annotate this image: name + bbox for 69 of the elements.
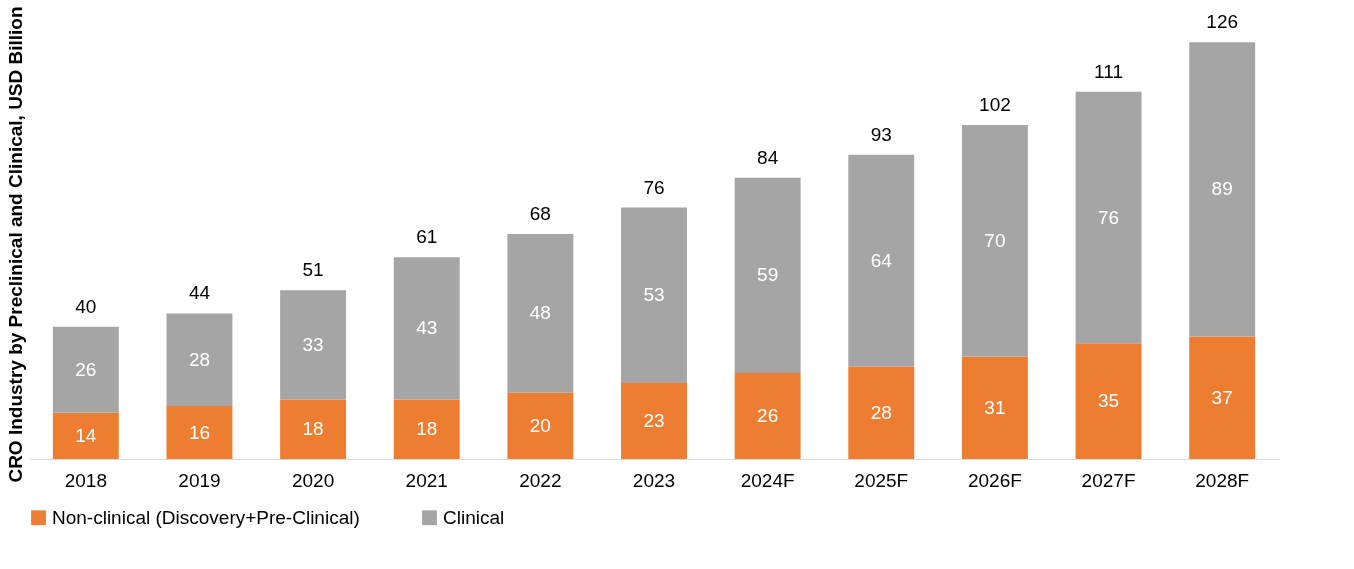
bar — [961, 356, 1028, 459]
bar — [52, 326, 119, 413]
bar — [1189, 336, 1256, 459]
total-label: 111 — [1094, 60, 1123, 82]
data-label: 70 — [984, 229, 1006, 251]
x-tick-label: 2026F — [967, 469, 1022, 491]
x-tick-label: 2024F — [740, 469, 795, 491]
x-tick-label: 2018 — [64, 469, 107, 491]
data-label: 26 — [757, 405, 779, 426]
total-label: 61 — [416, 226, 438, 248]
total-label: 44 — [188, 282, 211, 304]
bar — [1189, 42, 1256, 337]
x-tick-label: 2027F — [1081, 469, 1136, 491]
x-tick-label: 2019 — [178, 469, 221, 491]
x-tick-label: 2021 — [405, 469, 448, 491]
data-label: 53 — [643, 284, 665, 306]
data-label: 28 — [870, 401, 892, 423]
bar — [734, 177, 801, 373]
x-tick-label: 2023 — [632, 469, 676, 491]
legend-label: Clinical — [443, 506, 505, 528]
data-label: 59 — [757, 264, 779, 286]
total-label: 40 — [75, 295, 97, 317]
bar — [280, 290, 347, 400]
bar — [621, 382, 687, 459]
legend-label: Non-clinical (Discovery+Pre-Clinical) — [52, 506, 360, 528]
bar — [393, 257, 460, 400]
bar — [848, 154, 915, 367]
data-label: 23 — [643, 409, 665, 431]
data-label: 18 — [416, 418, 438, 440]
bar — [166, 406, 233, 459]
bar — [621, 207, 687, 383]
data-label: 37 — [1211, 386, 1233, 408]
x-tick-label: 2020 — [291, 469, 335, 491]
data-label: 18 — [302, 418, 324, 440]
data-label: 89 — [1211, 178, 1233, 200]
bar — [848, 366, 915, 459]
bar — [1075, 91, 1142, 344]
data-label: 20 — [529, 414, 551, 436]
data-label: 31 — [984, 396, 1006, 418]
data-label: 26 — [75, 358, 97, 380]
data-label: 35 — [1097, 390, 1120, 412]
data-label: 28 — [188, 348, 211, 370]
y-axis-title: CRO Industry by Preclinical and Clinical, USD Billion — [4, 6, 26, 483]
bar — [507, 392, 574, 459]
total-label: 68 — [529, 203, 551, 225]
bar — [393, 399, 460, 459]
data-label: 16 — [188, 421, 211, 443]
total-label: 84 — [757, 146, 779, 168]
total-label: 126 — [1206, 11, 1239, 33]
bar — [166, 313, 233, 407]
x-tick-label: 2028F — [1195, 469, 1250, 491]
bar — [52, 412, 119, 459]
total-label: 102 — [979, 93, 1011, 115]
data-label: 48 — [529, 302, 551, 324]
bar — [961, 124, 1028, 357]
bar — [1075, 343, 1142, 459]
bar — [280, 399, 347, 459]
x-tick-label: 2025F — [854, 469, 909, 491]
bar — [734, 373, 801, 459]
data-label: 64 — [870, 249, 893, 271]
x-tick-label: 2022 — [519, 469, 562, 491]
total-label: 76 — [643, 176, 665, 198]
data-label: 76 — [1097, 206, 1120, 228]
data-label: 43 — [416, 317, 438, 339]
total-label: 93 — [870, 123, 892, 145]
total-label: 51 — [302, 259, 324, 281]
bar — [507, 234, 574, 393]
data-label: 14 — [75, 424, 97, 446]
data-label: 33 — [302, 333, 324, 355]
